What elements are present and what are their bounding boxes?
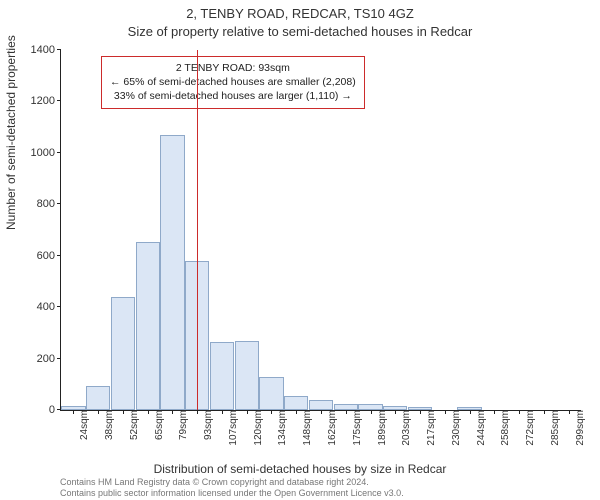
x-tick-mark bbox=[172, 410, 173, 414]
x-tick-label: 272sqm bbox=[523, 410, 536, 446]
y-tick-label: 1400 bbox=[31, 44, 61, 56]
y-tick-mark bbox=[57, 152, 61, 153]
histogram-bar bbox=[284, 396, 308, 410]
y-axis-label: Number of semi-detached properties bbox=[4, 35, 18, 230]
x-tick-mark bbox=[247, 410, 248, 414]
histogram-bar bbox=[136, 242, 160, 410]
x-tick-mark bbox=[222, 410, 223, 414]
histogram-bar bbox=[210, 342, 234, 410]
attribution-line-2: Contains public sector information licen… bbox=[60, 488, 580, 498]
chart-title-sub: Size of property relative to semi-detach… bbox=[0, 24, 600, 39]
info-line-3: 33% of semi-detached houses are larger (… bbox=[110, 89, 356, 103]
x-tick-label: 175sqm bbox=[350, 410, 363, 446]
y-tick-label: 400 bbox=[37, 301, 61, 313]
x-tick-mark bbox=[445, 410, 446, 414]
x-tick-label: 230sqm bbox=[449, 410, 462, 446]
x-tick-label: 203sqm bbox=[399, 410, 412, 446]
x-tick-mark bbox=[271, 410, 272, 414]
y-tick-label: 1200 bbox=[31, 95, 61, 107]
y-tick-mark bbox=[57, 306, 61, 307]
x-tick-mark bbox=[296, 410, 297, 414]
chart-container: 2, TENBY ROAD, REDCAR, TS10 4GZ Size of … bbox=[0, 0, 600, 500]
x-tick-label: 79sqm bbox=[176, 410, 189, 440]
info-box: 2 TENBY ROAD: 93sqm ← 65% of semi-detach… bbox=[101, 56, 365, 109]
x-tick-label: 38sqm bbox=[102, 410, 115, 440]
y-tick-mark bbox=[57, 100, 61, 101]
x-tick-label: 134sqm bbox=[275, 410, 288, 446]
x-tick-label: 244sqm bbox=[474, 410, 487, 446]
y-tick-label: 800 bbox=[37, 198, 61, 210]
info-line-1: 2 TENBY ROAD: 93sqm bbox=[110, 61, 356, 75]
y-tick-mark bbox=[57, 255, 61, 256]
x-tick-label: 107sqm bbox=[226, 410, 239, 446]
info-line-2: ← 65% of semi-detached houses are smalle… bbox=[110, 75, 356, 89]
x-tick-mark bbox=[470, 410, 471, 414]
x-tick-label: 93sqm bbox=[201, 410, 214, 440]
histogram-bar bbox=[111, 297, 135, 410]
y-tick-mark bbox=[57, 49, 61, 50]
x-tick-label: 65sqm bbox=[152, 410, 165, 440]
x-tick-mark bbox=[73, 410, 74, 414]
y-tick-mark bbox=[57, 358, 61, 359]
x-tick-mark bbox=[98, 410, 99, 414]
x-tick-label: 285sqm bbox=[548, 410, 561, 446]
y-tick-mark bbox=[57, 203, 61, 204]
x-tick-label: 52sqm bbox=[127, 410, 140, 440]
y-tick-label: 1000 bbox=[31, 147, 61, 159]
x-tick-label: 258sqm bbox=[498, 410, 511, 446]
x-tick-mark bbox=[420, 410, 421, 414]
reference-line bbox=[197, 50, 198, 410]
x-tick-label: 189sqm bbox=[375, 410, 388, 446]
x-tick-label: 162sqm bbox=[325, 410, 338, 446]
x-tick-mark bbox=[519, 410, 520, 414]
x-tick-mark bbox=[148, 410, 149, 414]
histogram-bar bbox=[309, 400, 333, 410]
x-tick-mark bbox=[395, 410, 396, 414]
x-tick-mark bbox=[197, 410, 198, 414]
x-tick-mark bbox=[321, 410, 322, 414]
x-tick-label: 120sqm bbox=[251, 410, 264, 446]
attribution: Contains HM Land Registry data © Crown c… bbox=[60, 477, 580, 498]
x-tick-mark bbox=[123, 410, 124, 414]
plot-area: 2 TENBY ROAD: 93sqm ← 65% of semi-detach… bbox=[60, 50, 581, 411]
histogram-bar bbox=[235, 341, 259, 410]
chart-title-main: 2, TENBY ROAD, REDCAR, TS10 4GZ bbox=[0, 6, 600, 21]
histogram-bar bbox=[86, 386, 110, 410]
x-tick-label: 217sqm bbox=[424, 410, 437, 446]
x-tick-mark bbox=[494, 410, 495, 414]
x-axis-label: Distribution of semi-detached houses by … bbox=[0, 462, 600, 476]
x-tick-mark bbox=[371, 410, 372, 414]
y-tick-label: 200 bbox=[37, 353, 61, 365]
x-tick-label: 24sqm bbox=[77, 410, 90, 440]
y-tick-label: 600 bbox=[37, 250, 61, 262]
x-tick-mark bbox=[569, 410, 570, 414]
y-tick-label: 0 bbox=[49, 404, 61, 416]
histogram-bar bbox=[160, 135, 184, 410]
histogram-bar bbox=[259, 377, 283, 410]
attribution-line-1: Contains HM Land Registry data © Crown c… bbox=[60, 477, 580, 487]
x-tick-mark bbox=[346, 410, 347, 414]
x-tick-mark bbox=[544, 410, 545, 414]
x-tick-label: 148sqm bbox=[300, 410, 313, 446]
x-tick-label: 299sqm bbox=[573, 410, 586, 446]
